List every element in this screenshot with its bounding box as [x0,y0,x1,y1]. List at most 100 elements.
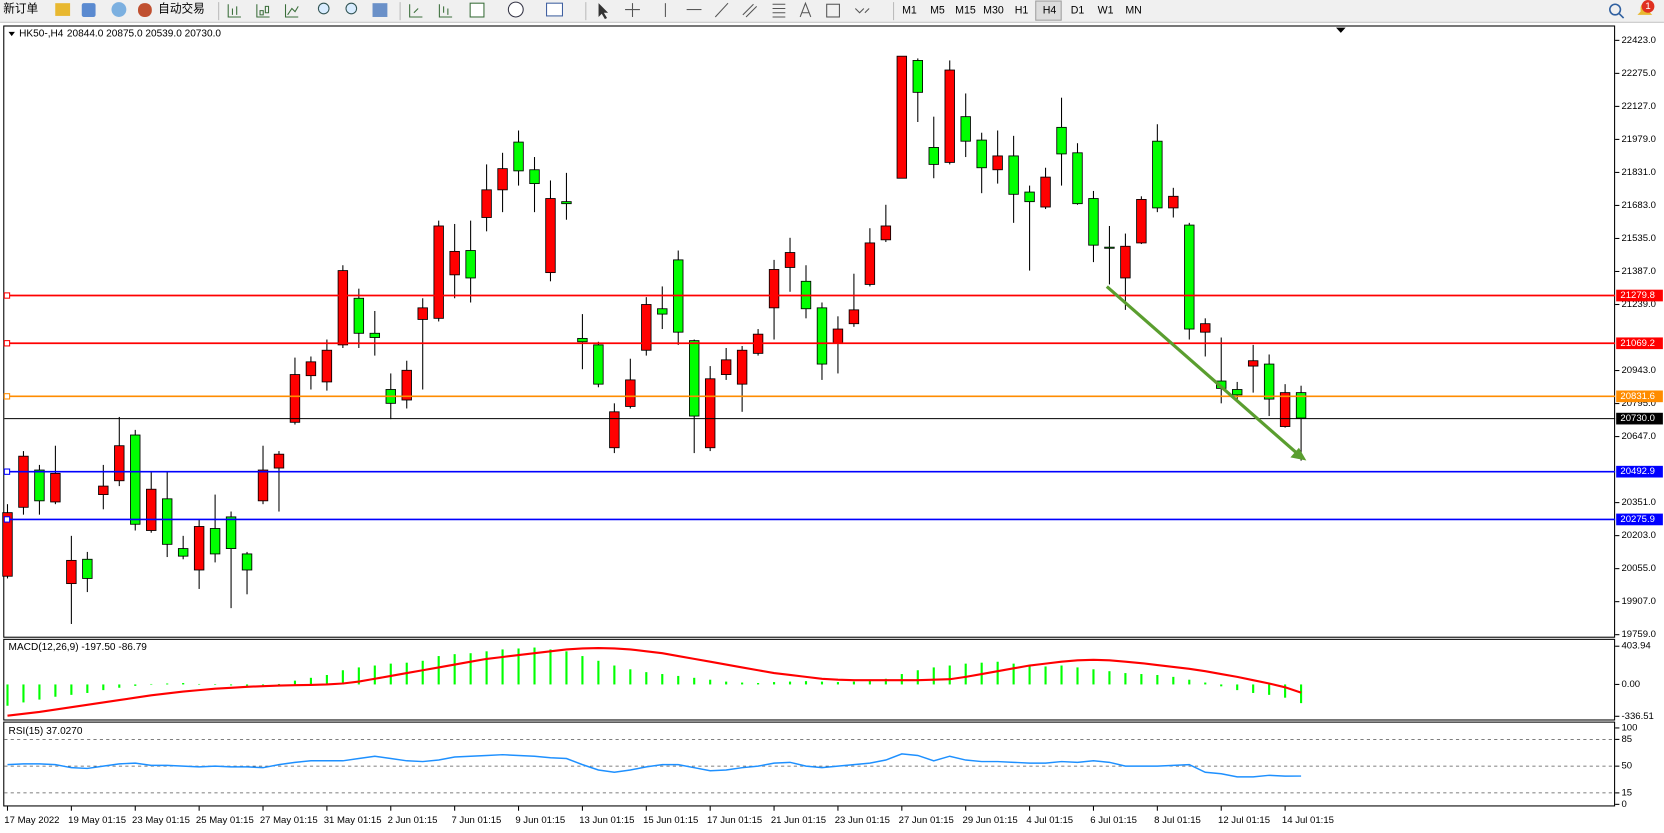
search-icon-handle [1618,13,1625,19]
macd-bar [6,684,9,706]
x-tick-label: 4 Jul 01:15 [1026,815,1073,826]
price-label: 20275.9 [1620,514,1655,525]
macd-bar [836,682,840,685]
icon-shift[interactable] [438,4,453,18]
candle-body [944,69,955,163]
icon-tile[interactable] [372,3,388,17]
macd-bar [1156,674,1159,685]
y-tick-label: 21979.0 [1621,134,1656,145]
icon-trendline[interactable] [714,2,729,18]
icon-autoscroll[interactable] [409,4,423,18]
icon-navigator[interactable] [81,3,96,17]
macd-bar [261,684,265,686]
candle-body [1168,195,1179,209]
auto-trading-button[interactable]: 自动交易 [158,2,205,16]
macd-bar [693,677,696,685]
macd-bar [214,684,217,685]
candle-body [625,379,636,407]
macd-bar [485,651,488,685]
icon-signals[interactable] [111,2,127,17]
candle-body [577,337,588,343]
icon-arrows[interactable] [854,8,870,14]
icon-line-chart[interactable] [284,4,299,18]
candle-body [273,453,285,469]
y-tick-label: 21831.0 [1621,167,1656,178]
icon-label[interactable] [826,3,840,18]
icon-indicators[interactable] [469,2,485,18]
candle-body [497,168,508,191]
macd-bar [852,681,855,685]
candle-body [848,309,860,325]
icon-templates[interactable] [546,2,563,17]
price-label: 20831.6 [1620,391,1655,402]
macd-bar [948,665,951,685]
candle-body [257,469,269,502]
icon-bar-chart[interactable] [227,4,241,18]
timeframe-button[interactable]: D1 [1071,4,1085,16]
timeframe-button[interactable]: M1 [902,4,917,16]
icon-periods[interactable] [507,1,524,18]
icon-cursor[interactable] [598,3,609,20]
macd-bar [1044,666,1047,685]
timeframe-button[interactable]: M30 [983,4,1004,16]
icon-autotrade[interactable] [138,3,152,17]
timeframe-button[interactable]: M15 [955,4,976,16]
candle-body [1120,245,1131,279]
candle-body [1040,176,1051,208]
macd-bar [549,649,552,685]
icon-folder[interactable] [55,3,71,16]
candle-body [50,472,61,503]
candle-body [928,147,939,165]
candle-body [82,558,93,579]
y-tick-label: 22423.0 [1621,35,1656,46]
timeframe-button[interactable]: W1 [1098,4,1114,16]
timeframe-button[interactable]: H1 [1015,4,1029,16]
search-icon[interactable] [1609,3,1622,16]
macd-bar [804,681,808,685]
macd-bar [884,678,887,685]
macd-label: MACD(12,26,9) -197.50 -86.79 [9,642,148,653]
timeframe-button[interactable]: MN [1125,4,1142,16]
icon-candles[interactable] [256,4,270,18]
candle-body [976,139,987,169]
icon-zoom-out[interactable] [345,2,358,15]
timeframe-button[interactable]: M5 [930,4,945,16]
macd-bar [54,684,57,697]
new-order-button[interactable]: 新订单 [3,2,38,16]
macd-bar [1108,671,1111,685]
icon-zoom-in[interactable] [317,2,330,15]
macd-panel [3,638,1616,721]
macd-bar [788,681,792,685]
x-tick-label: 19 May 01:15 [68,815,126,826]
candle-body [609,411,620,449]
macd-bar [86,684,89,693]
candle-body [18,455,29,508]
candle-body [369,332,381,338]
timeframe-button[interactable]: H4 [1043,4,1057,16]
candle-body [1024,191,1035,203]
price-label-bg [1616,289,1663,302]
y-tick-label: 21683.0 [1621,200,1656,211]
y-tick-label: 0 [1621,799,1626,810]
icon-crosshair[interactable] [625,3,640,17]
icon-channel[interactable] [742,3,758,18]
macd-bar [325,674,328,685]
macd-bar [373,665,376,685]
macd-signal-line [7,646,1302,717]
candle-body [784,252,796,268]
icon-fibo[interactable] [772,3,786,18]
icon-text[interactable] [799,1,812,18]
y-tick-label: 20055.0 [1621,563,1656,574]
y-tick-label: 0.00 [1621,679,1640,690]
x-tick-label: 27 May 01:15 [260,815,318,826]
candle-body [401,369,412,401]
level-handle [3,340,11,347]
macd-bar [22,684,25,703]
macd-bar [341,670,344,685]
y-tick-label: 20943.0 [1621,365,1656,376]
x-tick-label: 9 Jun 01:15 [515,815,565,826]
y-tick-label: 19907.0 [1621,596,1656,607]
macd-bar [964,663,967,685]
candle-body [689,340,700,417]
